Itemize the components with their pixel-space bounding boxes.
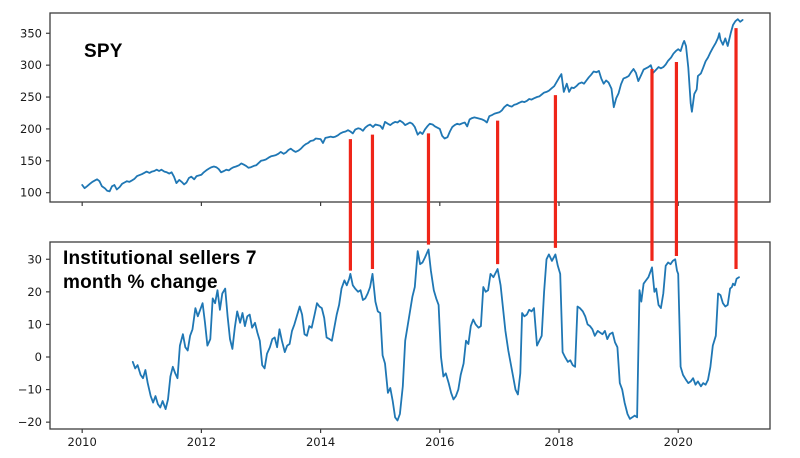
x-tick-label: 2014	[306, 435, 335, 449]
y-tick-label: 200	[20, 122, 42, 136]
y-tick-label: 10	[27, 317, 42, 331]
sellers-title-line2: month % change	[63, 272, 218, 293]
sellers-title-line1: Institutional sellers 7	[63, 248, 257, 269]
y-tick-label: 30	[27, 252, 42, 266]
x-tick-label: 2012	[187, 435, 216, 449]
x-tick-label: 2010	[68, 435, 97, 449]
y-tick-label: 350	[20, 26, 42, 40]
y-tick-label: 20	[27, 285, 42, 299]
bottom-chart: −20 −10 0 10 20 30 2010 2012 2014 2016 2018 2020	[18, 241, 771, 449]
y-tick-label: 100	[20, 186, 42, 200]
x-tick-label: 2016	[425, 435, 454, 449]
y-tick-label: −20	[18, 415, 42, 429]
y-tick-label: 300	[20, 58, 42, 72]
axes-spines	[49, 241, 771, 430]
sellers-chart-title: Institutional sellers 7 month % change	[63, 247, 257, 295]
y-tick-label: 150	[20, 154, 42, 168]
y-tick-label: 0	[35, 350, 42, 364]
x-tick-label: 2018	[544, 435, 573, 449]
event-lines	[348, 28, 738, 271]
institutional-sellers-line	[131, 248, 740, 422]
spy-line	[81, 18, 744, 193]
top-chart: 100 150 200 250 300 350	[20, 12, 771, 206]
x-tick-label: 2020	[664, 435, 693, 449]
y-tick-label: 250	[20, 90, 42, 104]
y-tick-label: −10	[18, 383, 42, 397]
spy-chart-title: SPY	[84, 41, 123, 62]
axes-spines	[49, 12, 771, 203]
